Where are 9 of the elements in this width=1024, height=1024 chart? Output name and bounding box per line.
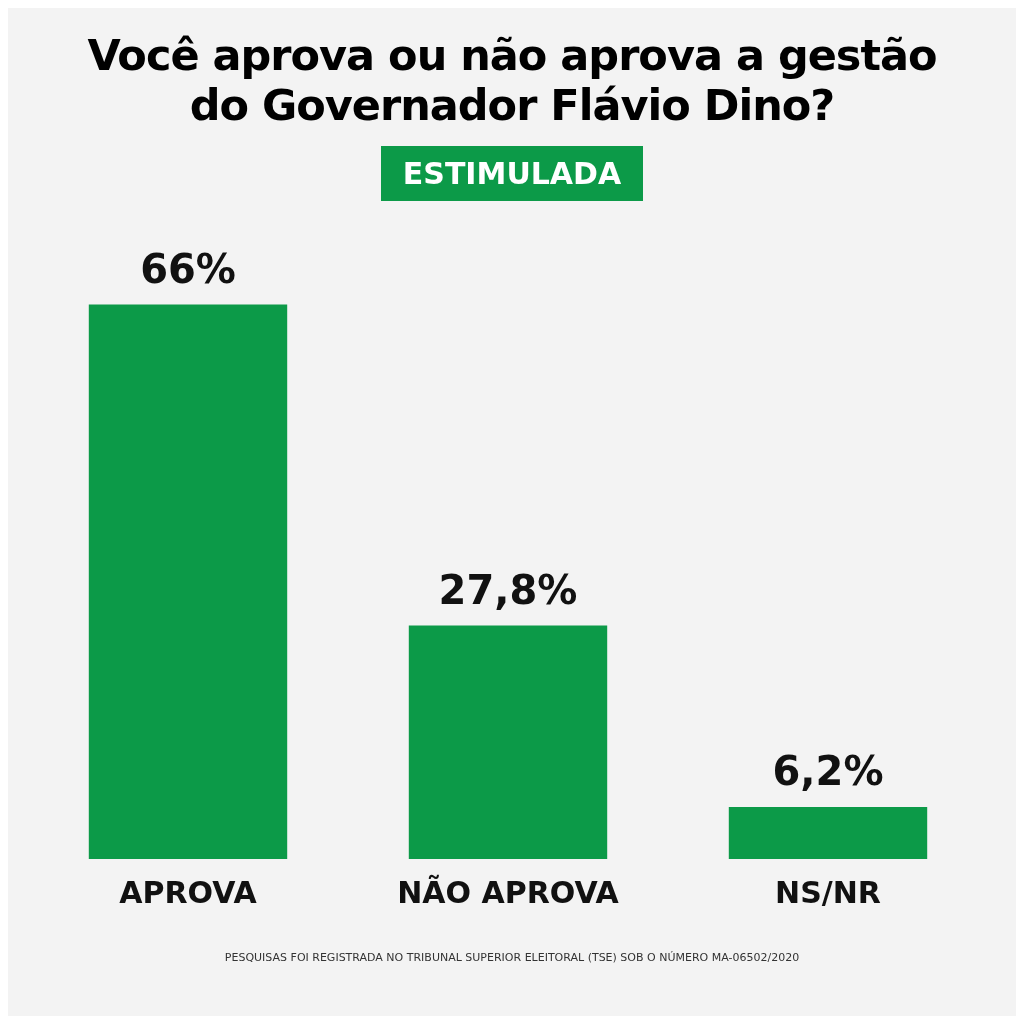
x-tick-label: APROVA bbox=[119, 874, 258, 910]
x-tick-label: NS/NR bbox=[775, 874, 881, 910]
data-label: 6,2% bbox=[772, 748, 884, 795]
data-label: 27,8% bbox=[438, 566, 578, 613]
text: PESQUISAS FOI REGISTRADA NO TRIBUNAL SUPERIOR ELEITORAL (TSE) SOB O NÚMERO MA-06502/2020 bbox=[223, 951, 801, 964]
chart-subtitle: ESTIMULADA bbox=[380, 146, 644, 201]
x-tick-label: NÃO APROVA bbox=[397, 873, 620, 910]
chart-title: Você aprova ou não aprova a gestão do Governador Flávio Dino? bbox=[86, 29, 938, 130]
data-label: 66% bbox=[140, 245, 236, 292]
